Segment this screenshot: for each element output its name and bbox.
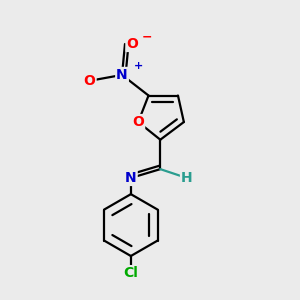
Text: O: O — [84, 74, 96, 88]
Text: Cl: Cl — [123, 266, 138, 280]
Text: N: N — [116, 68, 128, 82]
Text: O: O — [126, 37, 138, 51]
Text: −: − — [142, 30, 152, 43]
Text: H: H — [181, 171, 193, 185]
Text: +: + — [134, 61, 143, 71]
Text: N: N — [125, 171, 137, 185]
Text: O: O — [132, 115, 144, 129]
